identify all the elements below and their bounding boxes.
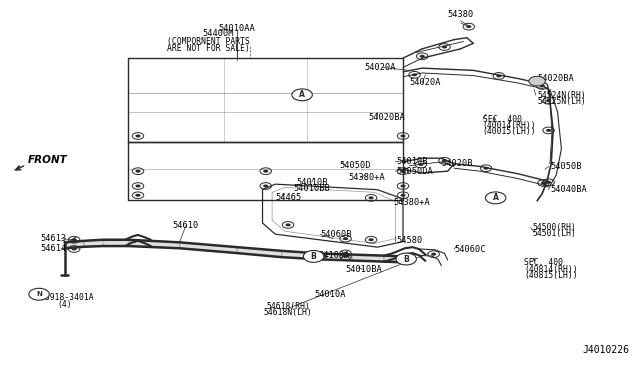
Circle shape xyxy=(442,45,447,48)
Polygon shape xyxy=(129,240,179,248)
Text: B: B xyxy=(311,252,317,261)
Text: 54465: 54465 xyxy=(275,193,301,202)
Text: (COMPORNENT PARTS: (COMPORNENT PARTS xyxy=(167,37,250,46)
Polygon shape xyxy=(103,240,129,246)
Text: 54010A: 54010A xyxy=(314,290,346,299)
Text: 54618N(LH): 54618N(LH) xyxy=(264,308,312,317)
Text: N: N xyxy=(36,291,42,297)
Text: 54050B: 54050B xyxy=(550,162,581,171)
Text: ARE NOT FOR SALE): ARE NOT FOR SALE) xyxy=(167,44,250,52)
Text: B: B xyxy=(403,254,409,263)
Text: A: A xyxy=(493,193,499,202)
Polygon shape xyxy=(237,247,282,257)
Text: 54010B: 54010B xyxy=(397,157,428,166)
Text: 54020B: 54020B xyxy=(442,159,473,168)
Circle shape xyxy=(369,196,374,199)
Text: SEC. 400: SEC. 400 xyxy=(524,258,563,267)
Text: 54613: 54613 xyxy=(40,234,67,243)
Circle shape xyxy=(136,134,141,138)
Polygon shape xyxy=(352,254,384,262)
Circle shape xyxy=(263,170,268,173)
Text: 54040BA: 54040BA xyxy=(550,185,587,194)
Circle shape xyxy=(396,253,417,265)
Circle shape xyxy=(401,170,406,173)
Circle shape xyxy=(292,89,312,101)
Circle shape xyxy=(419,163,424,166)
Circle shape xyxy=(420,55,425,58)
Text: A: A xyxy=(299,90,305,99)
Circle shape xyxy=(343,255,348,258)
Circle shape xyxy=(401,134,406,138)
Text: SEC. 400: SEC. 400 xyxy=(483,115,522,124)
Polygon shape xyxy=(320,253,352,260)
Text: 54020A: 54020A xyxy=(410,78,441,87)
Circle shape xyxy=(401,185,406,187)
Text: 54380+A: 54380+A xyxy=(349,173,385,182)
Text: (40815(LH)): (40815(LH)) xyxy=(524,271,578,280)
Circle shape xyxy=(546,129,551,132)
Text: 54524N(RH): 54524N(RH) xyxy=(537,91,586,100)
Circle shape xyxy=(72,247,77,250)
Text: 54050D: 54050D xyxy=(339,161,371,170)
Circle shape xyxy=(136,185,141,187)
Circle shape xyxy=(546,99,551,102)
Circle shape xyxy=(343,252,348,255)
Text: (40014(RH)): (40014(RH)) xyxy=(483,121,536,130)
Circle shape xyxy=(72,238,77,241)
Circle shape xyxy=(541,182,546,185)
Text: 54060C: 54060C xyxy=(454,244,486,253)
Text: 54614: 54614 xyxy=(40,244,67,253)
Text: 54610: 54610 xyxy=(173,221,199,230)
Text: 54020BA: 54020BA xyxy=(368,113,404,122)
Text: 54010BA: 54010BA xyxy=(345,265,382,274)
Circle shape xyxy=(136,194,141,197)
Text: 54010B: 54010B xyxy=(296,178,328,187)
Circle shape xyxy=(263,185,268,187)
Text: (4): (4) xyxy=(57,300,72,309)
Polygon shape xyxy=(384,256,403,262)
Text: 54580: 54580 xyxy=(397,236,423,246)
Circle shape xyxy=(466,25,472,28)
Text: 54525N(LH): 54525N(LH) xyxy=(537,97,586,106)
Circle shape xyxy=(431,253,436,256)
Circle shape xyxy=(343,237,348,240)
Circle shape xyxy=(529,76,545,86)
Polygon shape xyxy=(282,251,320,259)
Text: (40814(RH)): (40814(RH)) xyxy=(524,264,578,273)
Circle shape xyxy=(369,238,374,241)
Circle shape xyxy=(496,74,501,77)
Circle shape xyxy=(303,250,324,262)
Circle shape xyxy=(442,159,447,162)
Text: 54010BB: 54010BB xyxy=(293,185,330,193)
Text: J4010226: J4010226 xyxy=(583,345,630,355)
Text: 54060B: 54060B xyxy=(320,230,351,239)
Circle shape xyxy=(29,288,49,300)
Text: (40015(LH)): (40015(LH)) xyxy=(483,127,536,137)
Text: 54400M: 54400M xyxy=(202,29,234,38)
Text: 54618(RH): 54618(RH) xyxy=(266,302,310,311)
Text: FRONT: FRONT xyxy=(28,155,68,166)
Circle shape xyxy=(546,181,551,184)
Text: 54380: 54380 xyxy=(447,10,474,19)
Circle shape xyxy=(285,224,291,227)
Polygon shape xyxy=(179,242,237,253)
Circle shape xyxy=(540,84,545,87)
Text: 54500(RH): 54500(RH) xyxy=(532,223,576,232)
Circle shape xyxy=(483,167,488,170)
Circle shape xyxy=(317,255,323,258)
Text: 54380+A: 54380+A xyxy=(394,198,430,207)
Text: 08918-3401A: 08918-3401A xyxy=(41,294,95,302)
Text: 54103A: 54103A xyxy=(318,251,349,260)
Circle shape xyxy=(412,73,417,76)
Circle shape xyxy=(401,194,406,197)
Text: 54020A: 54020A xyxy=(365,63,396,72)
Circle shape xyxy=(485,192,506,204)
Circle shape xyxy=(136,170,141,173)
Polygon shape xyxy=(84,240,103,247)
Polygon shape xyxy=(65,241,84,248)
Text: 54501(LH): 54501(LH) xyxy=(532,229,576,238)
Text: 54020BA: 54020BA xyxy=(537,74,574,83)
Text: 54050DA: 54050DA xyxy=(397,167,433,176)
Text: 54010AA: 54010AA xyxy=(219,24,255,33)
